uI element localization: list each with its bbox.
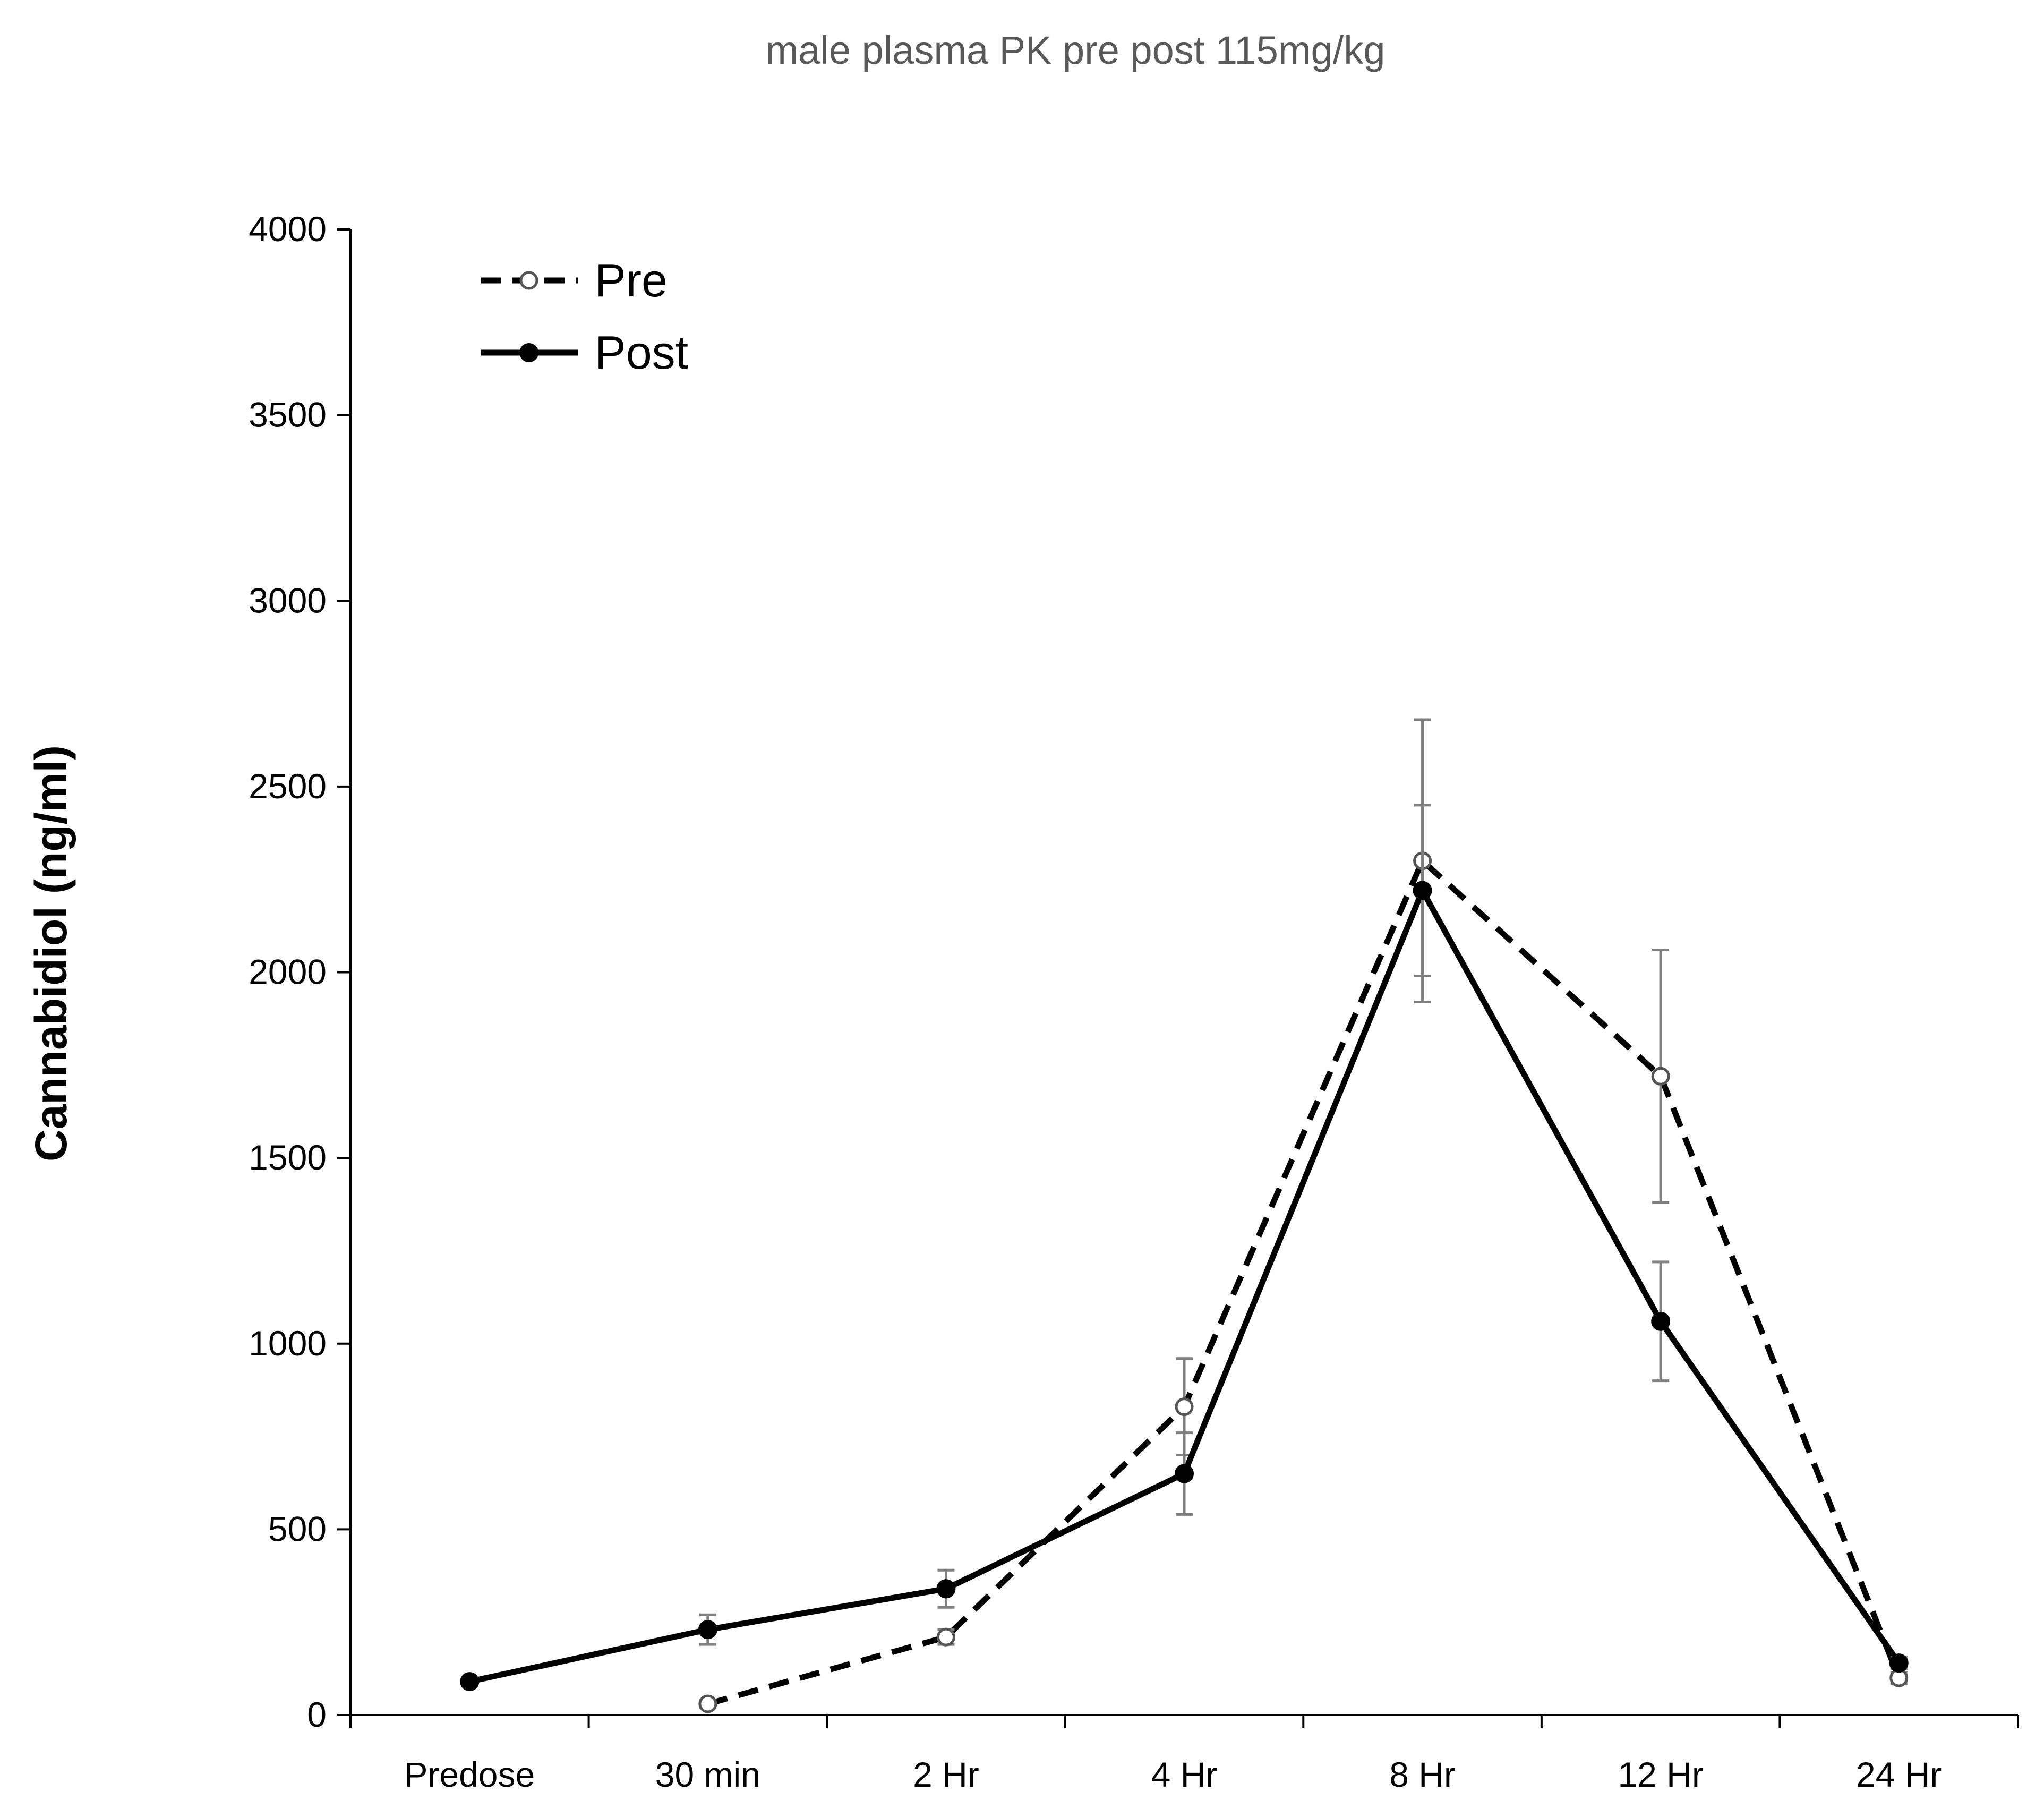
data-point-post xyxy=(936,1579,956,1599)
x-tick-label: 12 Hr xyxy=(1618,1755,1703,1794)
axes: 0 500 1000 1500 2000 2500 3000 3500 4000 Predose 3… xyxy=(249,209,2019,1794)
y-tick-label: 1500 xyxy=(249,1138,327,1177)
y-tick-label: 2000 xyxy=(249,952,327,992)
series-post xyxy=(460,804,1909,1692)
y-tick-label: 2500 xyxy=(249,766,327,806)
data-point-post xyxy=(1889,1653,1909,1673)
y-axis-label: Cannabidiol (ng/ml) xyxy=(26,745,76,1162)
y-tick-label: 4000 xyxy=(249,209,327,249)
data-point-post xyxy=(1651,1311,1671,1331)
x-tick-label: Predose xyxy=(404,1755,535,1794)
x-tick-label: 8 Hr xyxy=(1389,1755,1456,1794)
data-point-post xyxy=(1175,1464,1194,1483)
data-point-post xyxy=(698,1620,717,1640)
data-point-pre xyxy=(698,1694,717,1713)
y-tick-label: 3000 xyxy=(249,581,327,620)
y-tick-label: 3500 xyxy=(249,395,327,434)
data-point-post xyxy=(460,1672,480,1692)
chart-title: male plasma PK pre post 115mg/kg xyxy=(766,28,1386,72)
legend-marker-post xyxy=(519,343,538,362)
x-tick-label: 4 Hr xyxy=(1151,1755,1218,1794)
x-tick-label: 30 min xyxy=(655,1755,760,1794)
x-tick-label: 24 Hr xyxy=(1856,1755,1942,1794)
y-tick-label: 1000 xyxy=(249,1324,327,1363)
legend: Pre Post xyxy=(481,254,688,379)
y-tick-label: 0 xyxy=(307,1695,327,1734)
legend-label-pre: Pre xyxy=(595,254,668,306)
legend-label-post: Post xyxy=(595,326,688,379)
y-tick-label: 500 xyxy=(268,1509,327,1548)
data-point-pre xyxy=(1651,1067,1670,1086)
x-tick-label: 2 Hr xyxy=(913,1755,979,1794)
series-pre xyxy=(698,718,1909,1713)
series-layer xyxy=(460,718,1909,1713)
data-point-pre xyxy=(936,1627,955,1647)
series-line-post xyxy=(469,888,1902,1685)
data-point-post xyxy=(1413,881,1432,900)
legend-marker-pre xyxy=(519,271,538,290)
data-point-pre xyxy=(1175,1397,1194,1417)
series-line-pre xyxy=(707,858,1902,1707)
